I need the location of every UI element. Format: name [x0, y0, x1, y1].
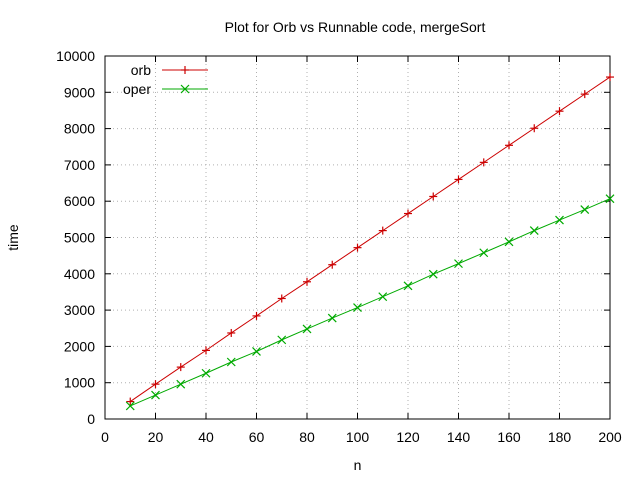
- series-orb-point: [606, 73, 614, 82]
- y-tick-label: 1000: [64, 375, 95, 391]
- series-oper-point: [454, 259, 463, 269]
- series-oper-point: [479, 248, 489, 258]
- y-tick-label: 4000: [64, 266, 95, 282]
- series-orb: [126, 73, 614, 406]
- legend-label-oper: oper: [123, 81, 151, 97]
- series-oper-point: [125, 401, 135, 411]
- x-tick-label: 180: [548, 429, 572, 445]
- y-tick-label: 2000: [64, 338, 95, 354]
- x-tick-label: 40: [198, 429, 214, 445]
- legend-marker-orb: [181, 66, 189, 74]
- series-orb-point: [126, 397, 135, 406]
- series-orb-point: [353, 243, 362, 252]
- legend: orb oper: [123, 62, 208, 97]
- series-oper-point: [605, 194, 615, 204]
- series-orb-point: [479, 158, 488, 167]
- series-oper-point: [327, 313, 337, 323]
- series-oper-point: [252, 347, 261, 356]
- series-orb-point: [252, 311, 261, 320]
- series-oper-point: [403, 281, 413, 291]
- series-oper-point: [529, 226, 539, 236]
- series-oper-point: [201, 368, 211, 378]
- x-tick-label: 200: [598, 429, 622, 445]
- x-tick-label: 120: [396, 429, 420, 445]
- x-axis-ticks: 0 20 40 60 80 100 120 140 160 180 200: [101, 56, 622, 445]
- x-axis-label: n: [354, 457, 362, 473]
- series-orb-point: [454, 175, 463, 184]
- y-tick-label: 6000: [64, 193, 95, 209]
- series-oper-point: [353, 303, 362, 312]
- series-oper-point: [302, 324, 312, 334]
- x-tick-label: 0: [101, 429, 109, 445]
- x-tick-label: 60: [249, 429, 265, 445]
- series-oper-point: [580, 205, 590, 214]
- series-orb-point: [227, 328, 236, 337]
- series-orb-point: [328, 260, 337, 269]
- series-orb-point: [202, 346, 210, 355]
- series-layer: [125, 73, 615, 411]
- series-oper-point: [151, 390, 160, 400]
- series-oper-point: [428, 269, 438, 279]
- series-orb-point: [530, 124, 539, 133]
- y-axis-ticks: 0 1000 2000 3000 4000 5000 6000 7000 8000 9000 100…: [56, 48, 610, 427]
- series-orb-point: [151, 380, 160, 389]
- series-orb-point: [378, 226, 387, 235]
- x-tick-label: 160: [497, 429, 521, 445]
- chart-title: Plot for Orb vs Runnable code, mergeSort: [225, 19, 486, 35]
- series-orb-point: [404, 209, 412, 218]
- y-tick-label: 3000: [64, 302, 95, 318]
- y-tick-label: 8000: [64, 121, 95, 137]
- series-orb-point: [580, 90, 589, 99]
- legend-label-orb: orb: [131, 62, 151, 78]
- series-oper-point: [226, 357, 236, 367]
- series-orb-line: [129, 76, 611, 402]
- x-tick-label: 20: [148, 429, 164, 445]
- legend-marker-oper: [180, 84, 190, 94]
- series-oper-point: [378, 292, 388, 302]
- y-tick-label: 0: [87, 411, 95, 427]
- y-tick-label: 7000: [64, 157, 95, 173]
- series-oper-point: [504, 237, 514, 247]
- y-axis-label: time: [5, 224, 21, 251]
- series-orb-point: [555, 107, 564, 116]
- x-tick-label: 80: [299, 429, 315, 445]
- x-tick-label: 100: [346, 429, 370, 445]
- series-oper-point: [176, 379, 186, 389]
- series-orb-point: [429, 192, 438, 201]
- series-orb-point: [505, 141, 513, 150]
- series-orb-point: [176, 363, 185, 372]
- series-oper-point: [555, 215, 564, 225]
- y-tick-label: 5000: [64, 230, 95, 246]
- x-tick-label: 140: [447, 429, 471, 445]
- series-orb-point: [277, 294, 286, 303]
- series-orb-point: [303, 277, 311, 286]
- grid: [105, 56, 610, 419]
- series-oper-point: [277, 335, 287, 345]
- y-tick-label: 9000: [64, 84, 95, 100]
- series-oper: [125, 194, 615, 411]
- series-oper-line: [130, 198, 611, 407]
- y-tick-label: 10000: [56, 48, 95, 64]
